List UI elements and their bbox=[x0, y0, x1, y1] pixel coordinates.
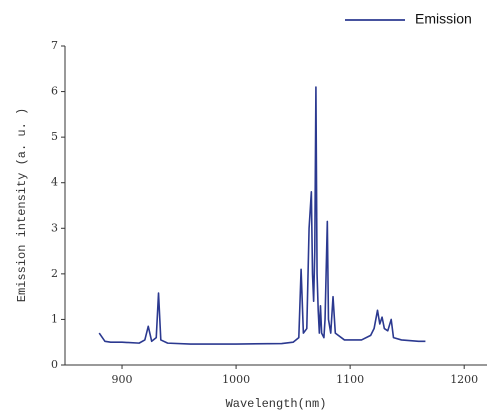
x-axis-title: Wavelength(nm) bbox=[226, 397, 327, 411]
x-tick-label: 900 bbox=[112, 373, 133, 386]
series-line bbox=[98, 86, 426, 345]
y-tick-label: 3 bbox=[51, 221, 58, 234]
y-tick-label: 6 bbox=[51, 85, 58, 98]
x-tick-label: 1100 bbox=[336, 373, 364, 386]
legend-text: Emission bbox=[415, 11, 472, 27]
y-axis-title: Emission intensity (a. u. ) bbox=[15, 108, 29, 302]
x-tick-label: 1000 bbox=[222, 373, 250, 386]
y-tick-label: 4 bbox=[51, 176, 58, 189]
y-tick-label: 5 bbox=[51, 130, 58, 143]
y-tick-label: 1 bbox=[51, 312, 58, 325]
x-tick-label: 1200 bbox=[450, 373, 478, 386]
y-tick-label: 2 bbox=[51, 267, 58, 280]
y-tick-label: 7 bbox=[51, 39, 58, 52]
y-tick-label: 0 bbox=[51, 358, 58, 371]
